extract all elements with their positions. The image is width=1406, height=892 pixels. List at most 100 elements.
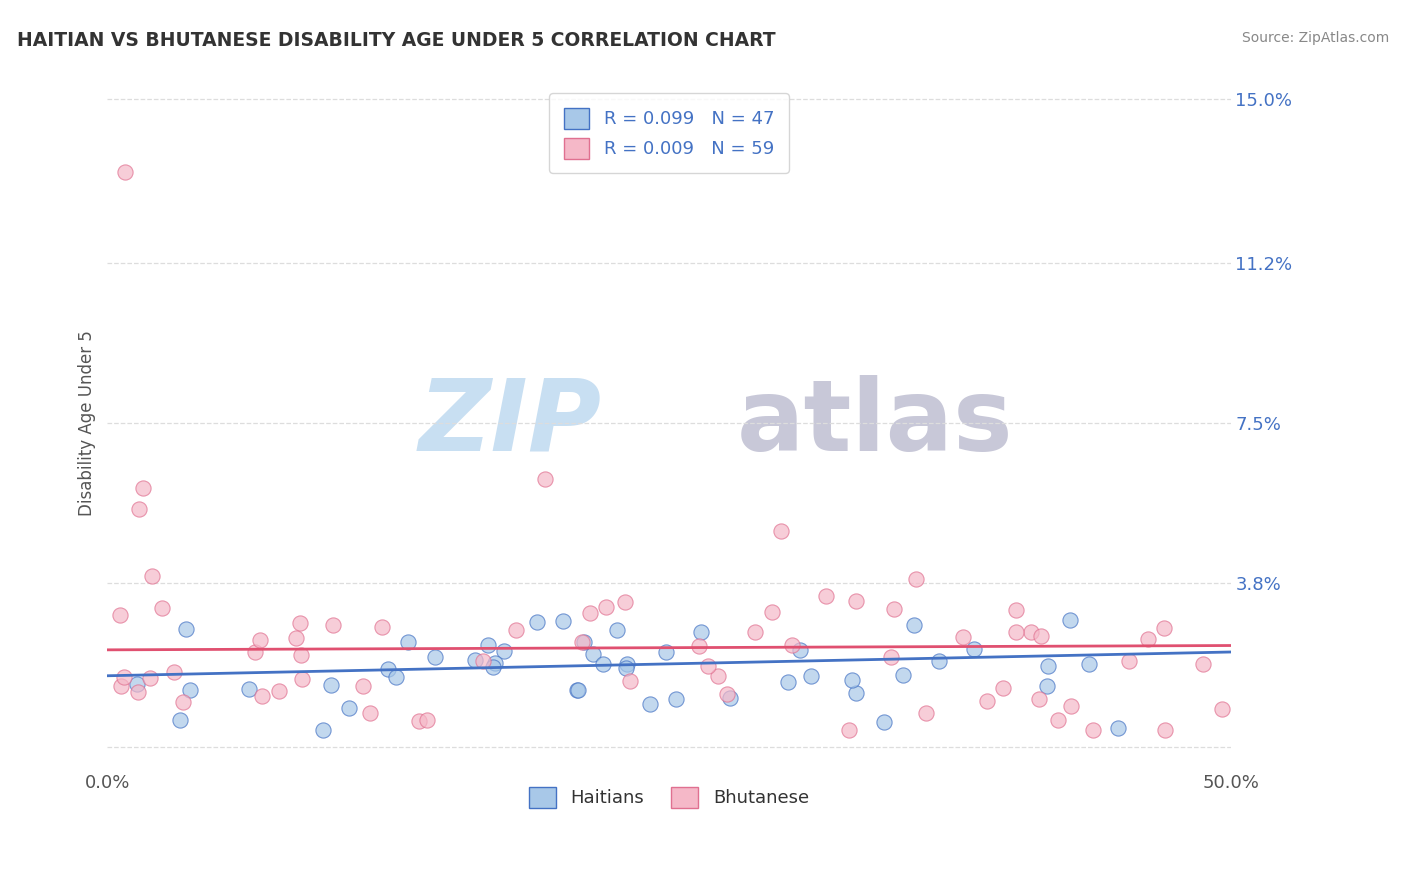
Point bbox=[163, 665, 186, 679]
Point bbox=[252, 690, 274, 704]
Point bbox=[800, 669, 823, 683]
Point bbox=[841, 673, 863, 687]
Point bbox=[706, 669, 728, 683]
Point bbox=[655, 644, 678, 658]
Point bbox=[778, 674, 800, 689]
Point bbox=[571, 635, 593, 649]
Point bbox=[285, 631, 308, 645]
Point bbox=[127, 677, 149, 691]
Point bbox=[619, 673, 641, 688]
Point bbox=[245, 645, 267, 659]
Point bbox=[845, 686, 868, 700]
Point bbox=[613, 595, 636, 609]
Point bbox=[616, 657, 638, 672]
Point bbox=[845, 594, 868, 608]
Point bbox=[903, 617, 925, 632]
Point bbox=[416, 713, 439, 727]
Point bbox=[138, 672, 160, 686]
Point bbox=[595, 600, 617, 615]
Point bbox=[815, 589, 838, 603]
Point bbox=[716, 687, 738, 701]
Point bbox=[359, 706, 381, 720]
Point bbox=[780, 638, 803, 652]
Point bbox=[385, 669, 408, 683]
Point bbox=[976, 694, 998, 708]
Point bbox=[744, 625, 766, 640]
Text: HAITIAN VS BHUTANESE DISABILITY AGE UNDER 5 CORRELATION CHART: HAITIAN VS BHUTANESE DISABILITY AGE UNDE… bbox=[17, 31, 776, 50]
Point bbox=[1059, 613, 1081, 627]
Point bbox=[1036, 679, 1059, 693]
Point bbox=[838, 723, 860, 737]
Point bbox=[880, 650, 903, 665]
Point bbox=[1118, 654, 1140, 668]
Point bbox=[321, 678, 343, 692]
Point bbox=[690, 624, 713, 639]
Point bbox=[423, 649, 446, 664]
Y-axis label: Disability Age Under 5: Disability Age Under 5 bbox=[79, 330, 96, 516]
Point bbox=[873, 715, 896, 730]
Point bbox=[110, 679, 132, 693]
Point bbox=[1004, 603, 1026, 617]
Point bbox=[718, 690, 741, 705]
Text: Source: ZipAtlas.com: Source: ZipAtlas.com bbox=[1241, 31, 1389, 45]
Point bbox=[169, 713, 191, 727]
Point bbox=[993, 681, 1015, 696]
Point bbox=[112, 670, 135, 684]
Point bbox=[761, 605, 783, 619]
Point bbox=[1211, 702, 1233, 716]
Point bbox=[1036, 659, 1059, 673]
Point bbox=[1019, 624, 1042, 639]
Point bbox=[290, 672, 312, 686]
Point bbox=[565, 683, 588, 698]
Point bbox=[1028, 692, 1050, 706]
Point bbox=[1046, 713, 1069, 727]
Point bbox=[1029, 629, 1052, 643]
Point bbox=[963, 641, 986, 656]
Point bbox=[471, 654, 494, 668]
Point bbox=[526, 615, 548, 629]
Point bbox=[150, 601, 173, 615]
Point bbox=[789, 642, 811, 657]
Point bbox=[928, 655, 950, 669]
Point bbox=[614, 661, 637, 675]
Point bbox=[696, 658, 718, 673]
Text: ZIP: ZIP bbox=[419, 375, 602, 472]
Point bbox=[1154, 723, 1177, 737]
Point bbox=[337, 701, 360, 715]
Point bbox=[482, 659, 505, 673]
Point bbox=[606, 624, 628, 638]
Point bbox=[534, 472, 557, 486]
Point bbox=[1191, 657, 1213, 672]
Point bbox=[249, 632, 271, 647]
Point bbox=[477, 638, 499, 652]
Point bbox=[1059, 699, 1081, 714]
Point bbox=[1078, 657, 1101, 671]
Point bbox=[505, 623, 527, 637]
Point bbox=[578, 606, 600, 620]
Point bbox=[127, 684, 149, 698]
Point bbox=[915, 706, 938, 720]
Point bbox=[665, 692, 688, 706]
Point bbox=[174, 622, 197, 636]
Point bbox=[952, 631, 974, 645]
Point bbox=[464, 653, 486, 667]
Point bbox=[132, 481, 155, 495]
Point bbox=[883, 602, 905, 616]
Point bbox=[592, 657, 614, 671]
Point bbox=[484, 656, 506, 670]
Point bbox=[322, 618, 344, 632]
Point bbox=[492, 644, 515, 658]
Point bbox=[640, 697, 662, 711]
Point bbox=[352, 679, 374, 693]
Point bbox=[128, 502, 150, 516]
Point bbox=[1137, 632, 1160, 647]
Point bbox=[114, 165, 136, 179]
Point bbox=[891, 668, 914, 682]
Point bbox=[396, 634, 419, 648]
Point bbox=[567, 682, 589, 697]
Point bbox=[688, 639, 710, 653]
Point bbox=[179, 682, 201, 697]
Point bbox=[582, 647, 605, 661]
Point bbox=[574, 634, 596, 648]
Point bbox=[905, 572, 928, 586]
